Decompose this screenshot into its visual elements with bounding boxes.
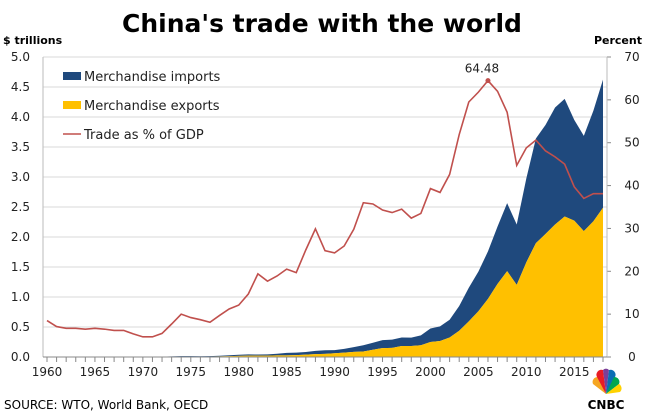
gridlines (43, 56, 607, 328)
legend: Merchandise imports Merchandise exports Tr… (63, 70, 221, 143)
x-tick-label: 1995 (367, 365, 398, 379)
x-tick-label: 1980 (223, 365, 254, 379)
left-axis-label: $ trillions (3, 34, 63, 47)
x-tick-label: 1975 (176, 365, 207, 379)
right-tick-label: 40 (624, 179, 639, 193)
chart-title: China's trade with the world (122, 9, 522, 38)
right-tick-label: 70 (624, 50, 639, 64)
left-tick-label: 1.0 (11, 290, 30, 304)
left-tick-label: 0.0 (11, 350, 30, 364)
cnbc-logo: CNBC (588, 368, 625, 412)
x-tick-label: 2010 (511, 365, 542, 379)
left-tick-label: 3.5 (11, 140, 30, 154)
x-tick-label: 1970 (128, 365, 159, 379)
gdp-line-layer: 64.48 (46, 62, 603, 338)
right-tick-label: 60 (624, 93, 639, 107)
left-tick-label: 0.5 (11, 320, 30, 334)
right-axis-label: Percent (594, 34, 642, 47)
left-tick-label: 1.5 (11, 260, 30, 274)
right-tick-label: 50 (624, 136, 639, 150)
x-tick-label: 1960 (32, 365, 63, 379)
legend-label: Merchandise exports (84, 99, 220, 114)
legend-swatch (63, 101, 81, 109)
left-tick-label: 4.0 (11, 110, 30, 124)
axes: 0.0 0.5 1.0 1.5 2.0 2.5 3.0 3.5 4.0 4.5 5.0 0 10 20 30… (11, 50, 640, 379)
x-tick-label: 2000 (415, 365, 446, 379)
legend-label: Trade as % of GDP (83, 128, 204, 143)
right-tick-label: 20 (624, 264, 639, 278)
x-tick-label: 1965 (80, 365, 111, 379)
exports-area (47, 207, 603, 357)
left-tick-label: 2.0 (11, 230, 30, 244)
peak-label: 64.48 (465, 62, 499, 76)
source-note: SOURCE: WTO, World Bank, OECD (4, 398, 208, 412)
x-tick-label: 2015 (559, 365, 590, 379)
right-tick-label: 10 (624, 307, 639, 321)
left-tick-label: 5.0 (11, 50, 30, 64)
legend-swatch (63, 72, 81, 80)
cnbc-logo-text: CNBC (588, 398, 625, 412)
left-tick-label: 3.0 (11, 170, 30, 184)
x-tick-label: 1985 (271, 365, 302, 379)
x-tick-label: 2005 (463, 365, 494, 379)
legend-label: Merchandise imports (84, 70, 221, 85)
left-tick-label: 2.5 (11, 200, 30, 214)
peak-marker (485, 78, 491, 84)
trade-gdp-line (46, 79, 603, 338)
stacked-areas (47, 79, 603, 357)
x-tick-label: 1990 (319, 365, 350, 379)
right-tick-label: 30 (624, 221, 639, 235)
right-tick-label: 0 (628, 350, 636, 364)
left-tick-label: 4.5 (11, 80, 30, 94)
